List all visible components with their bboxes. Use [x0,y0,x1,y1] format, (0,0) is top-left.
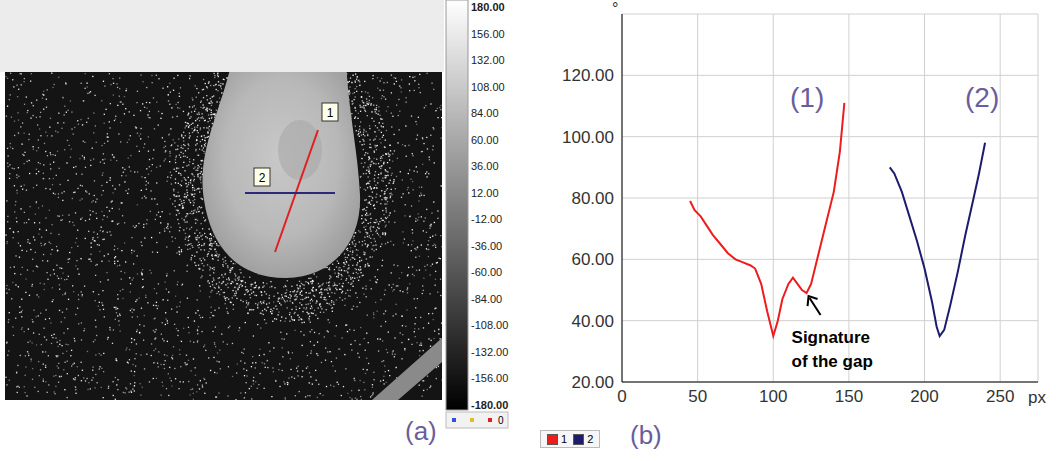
html-text:(b): (b) [630,420,662,450]
svg-text:180.00: 180.00 [471,1,505,13]
html-text:(2): (2) [965,82,1000,113]
svg-text:-108.00: -108.00 [471,319,508,331]
svg-text:150: 150 [835,387,863,406]
svg-text:80.00: 80.00 [571,189,614,208]
svg-text:Signature: Signature [792,328,870,347]
svg-text:200: 200 [910,387,938,406]
svg-text:1: 1 [327,106,334,120]
svg-text:132.00: 132.00 [471,54,505,66]
svg-text:108.00: 108.00 [471,81,505,93]
svg-text:20.00: 20.00 [571,373,614,392]
svg-text:12.00: 12.00 [471,187,499,199]
svg-text:250: 250 [986,387,1014,406]
svg-text:36.00: 36.00 [471,160,499,172]
svg-text:100.00: 100.00 [562,128,614,147]
svg-text:2: 2 [259,171,266,185]
html-text:1: 1 [561,433,568,445]
svg-text:40.00: 40.00 [571,312,614,331]
html-text:px: px [1028,388,1046,407]
html-text:(1): (1) [790,82,825,113]
html-text:2: 2 [587,433,594,445]
svg-text:-156.00: -156.00 [471,372,508,384]
svg-text:120.00: 120.00 [562,66,614,85]
svg-text:(a): (a) [405,416,437,446]
svg-text:0: 0 [617,387,626,406]
svg-text:of the gap: of the gap [792,352,873,371]
svg-text:-36.00: -36.00 [471,240,502,252]
svg-text:-132.00: -132.00 [471,346,508,358]
svg-text:-180.00: -180.00 [471,399,508,411]
svg-text:50: 50 [688,387,707,406]
svg-text:100: 100 [759,387,787,406]
svg-text:84.00: 84.00 [471,107,499,119]
svg-text:60.00: 60.00 [471,134,499,146]
svg-text:0: 0 [498,415,504,426]
svg-text:60.00: 60.00 [571,250,614,269]
svg-text:-12.00: -12.00 [471,213,502,225]
svg-text:156.00: 156.00 [471,28,505,40]
svg-text:-60.00: -60.00 [471,266,502,278]
svg-text:-84.00: -84.00 [471,293,502,305]
